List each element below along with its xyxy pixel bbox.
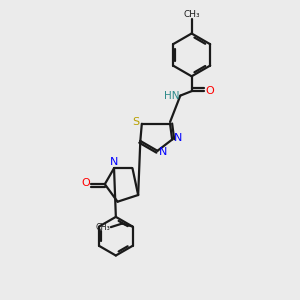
Text: CH₃: CH₃	[183, 10, 200, 19]
Text: HN: HN	[164, 91, 180, 100]
Text: O: O	[206, 86, 214, 96]
Text: CH₃: CH₃	[95, 223, 110, 232]
Text: N: N	[110, 157, 118, 167]
Text: N: N	[159, 147, 167, 157]
Text: N: N	[174, 133, 182, 143]
Text: O: O	[81, 178, 90, 188]
Text: S: S	[132, 117, 140, 127]
